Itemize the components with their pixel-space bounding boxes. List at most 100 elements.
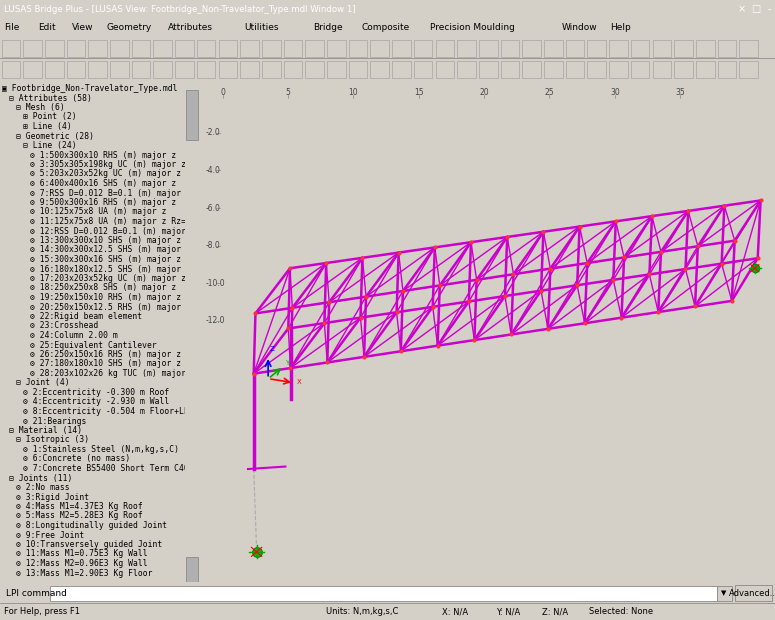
Text: Geometry: Geometry [106, 22, 151, 32]
Text: ⊟ Geometric (28): ⊟ Geometric (28) [16, 131, 94, 141]
Text: -12.0: -12.0 [206, 316, 226, 326]
Text: 0: 0 [221, 88, 226, 97]
Bar [132, 40, 150, 57]
Text: ⊞ Point (2): ⊞ Point (2) [23, 112, 77, 122]
Bar [457, 61, 476, 78]
Bar [349, 40, 367, 57]
Text: ⚙ 3:305x305x198kg UC (m) major z Rz=: ⚙ 3:305x305x198kg UC (m) major z Rz= [30, 160, 205, 169]
Text: Edit: Edit [38, 22, 56, 32]
Text: ⚙ 23:Crosshead: ⚙ 23:Crosshead [30, 322, 98, 330]
Text: ⚙ 13:Mass M1=2.90E3 Kg Floor: ⚙ 13:Mass M1=2.90E3 Kg Floor [16, 569, 153, 577]
Bar [284, 61, 302, 78]
Bar [23, 61, 42, 78]
Bar [2, 40, 20, 57]
Bar [262, 61, 281, 78]
Text: ⚙ 2:Eccentricity -0.300 m Roof: ⚙ 2:Eccentricity -0.300 m Roof [23, 388, 169, 397]
Bar [739, 40, 758, 57]
Text: ▼: ▼ [722, 590, 726, 596]
Bar [197, 61, 215, 78]
Text: Advanced...: Advanced... [728, 588, 775, 598]
Text: ⚙ 12:RSS D=0.012 B=0.1 (m) major z: ⚙ 12:RSS D=0.012 B=0.1 (m) major z [30, 226, 196, 236]
Text: Utilities: Utilities [244, 22, 279, 32]
Text: 15: 15 [414, 88, 424, 97]
Text: Y: Y [285, 360, 289, 366]
Text: -: - [768, 4, 771, 14]
Text: ⊟ Material (14): ⊟ Material (14) [9, 426, 82, 435]
Text: 10: 10 [349, 88, 358, 97]
Bar [544, 40, 563, 57]
Bar [153, 61, 172, 78]
Bar [544, 61, 563, 78]
Bar [522, 61, 541, 78]
Text: ⚙ 6:400x400x16 SHS (m) major z: ⚙ 6:400x400x16 SHS (m) major z [30, 179, 176, 188]
Bar [262, 40, 281, 57]
Bar [23, 40, 42, 57]
Bar [653, 40, 671, 57]
Text: ⚙ 10:Transversely guided Joint: ⚙ 10:Transversely guided Joint [16, 540, 162, 549]
Text: ⚙ 21:Bearings: ⚙ 21:Bearings [23, 417, 86, 425]
Text: Precision Moulding: Precision Moulding [430, 22, 515, 32]
Bar [197, 40, 215, 57]
Text: ⚙ 8:Eccentricity -0.504 m Floor+LL: ⚙ 8:Eccentricity -0.504 m Floor+LL [23, 407, 189, 416]
Bar [186, 557, 198, 582]
Text: ⚙ 18:250x250x8 SHS (m) major z: ⚙ 18:250x250x8 SHS (m) major z [30, 283, 176, 293]
Text: ▣ Footbridge_Non-Travelator_Type.mdl: ▣ Footbridge_Non-Travelator_Type.mdl [2, 84, 177, 93]
Bar [175, 61, 194, 78]
Bar [674, 40, 693, 57]
Text: LUSAS Bridge Plus - [LUSAS View: Footbridge_Non-Travelator_Type.mdl Window 1]: LUSAS Bridge Plus - [LUSAS View: Footbri… [4, 4, 356, 14]
Bar [45, 40, 64, 57]
Bar [609, 40, 628, 57]
Text: Help: Help [610, 22, 631, 32]
Text: ⚙ 20:250x150x12.5 RHS (m) major z: ⚙ 20:250x150x12.5 RHS (m) major z [30, 303, 191, 311]
Text: 25: 25 [544, 88, 554, 97]
Bar [414, 61, 432, 78]
Bar [522, 40, 541, 57]
Text: ⚙ 8:Longitudinally guided Joint: ⚙ 8:Longitudinally guided Joint [16, 521, 167, 530]
Bar [284, 40, 302, 57]
Text: 5: 5 [286, 88, 291, 97]
Bar [631, 40, 649, 57]
Text: ⚙ 7:Concrete BS5400 Short Term C40 I: ⚙ 7:Concrete BS5400 Short Term C40 I [23, 464, 198, 473]
Text: ⊟ Joints (11): ⊟ Joints (11) [9, 474, 72, 482]
Text: ⚙ 16:180x180x12.5 SHS (m) major z: ⚙ 16:180x180x12.5 SHS (m) major z [30, 265, 191, 273]
Text: ⚙ 11:Mass M1=0.75E3 Kg Wall: ⚙ 11:Mass M1=0.75E3 Kg Wall [16, 549, 147, 559]
Bar [349, 61, 367, 78]
Text: ⚙ 5:Mass M2=5.28E3 Kg Roof: ⚙ 5:Mass M2=5.28E3 Kg Roof [16, 512, 143, 521]
Bar [479, 40, 498, 57]
Text: Z: Z [270, 346, 274, 352]
Bar [735, 585, 772, 601]
Text: ⚙ 27:180x180x10 SHS (m) major z: ⚙ 27:180x180x10 SHS (m) major z [30, 360, 181, 368]
Bar [566, 61, 584, 78]
Bar [2, 61, 20, 78]
Text: -2.0: -2.0 [206, 128, 221, 137]
Text: ⚙ 11:125x75x8 UA (m) major z Rz=0.14: ⚙ 11:125x75x8 UA (m) major z Rz=0.14 [30, 217, 205, 226]
Text: Units: N,m,kg,s,C: Units: N,m,kg,s,C [326, 608, 398, 616]
Bar [717, 586, 732, 601]
Text: 30: 30 [610, 88, 620, 97]
Bar [739, 61, 758, 78]
Text: □: □ [751, 4, 760, 14]
Text: LPI command: LPI command [6, 588, 67, 598]
Text: For Help, press F1: For Help, press F1 [4, 608, 80, 616]
Text: 20: 20 [479, 88, 489, 97]
Bar [110, 61, 129, 78]
Text: X: X [297, 379, 301, 384]
Text: -6.0: -6.0 [206, 203, 221, 213]
Text: ⚙ 9:500x300x16 RHS (m) major z: ⚙ 9:500x300x16 RHS (m) major z [30, 198, 176, 207]
Text: Attributes: Attributes [168, 22, 213, 32]
Text: File: File [4, 22, 19, 32]
Bar [587, 61, 606, 78]
Text: View: View [72, 22, 94, 32]
Text: ×: × [738, 4, 746, 14]
Text: ⚙ 25:Equivalent Cantilever: ⚙ 25:Equivalent Cantilever [30, 340, 157, 350]
Bar [45, 61, 64, 78]
Text: ⚙ 15:300x300x16 SHS (m) major z: ⚙ 15:300x300x16 SHS (m) major z [30, 255, 181, 264]
Text: Z: N/A: Z: N/A [542, 608, 569, 616]
Bar [696, 61, 715, 78]
Bar [479, 61, 498, 78]
Text: ⊟ Attributes (58): ⊟ Attributes (58) [9, 94, 92, 102]
Bar [240, 40, 259, 57]
Text: 35: 35 [675, 88, 685, 97]
Bar [631, 61, 649, 78]
Bar [67, 40, 85, 57]
